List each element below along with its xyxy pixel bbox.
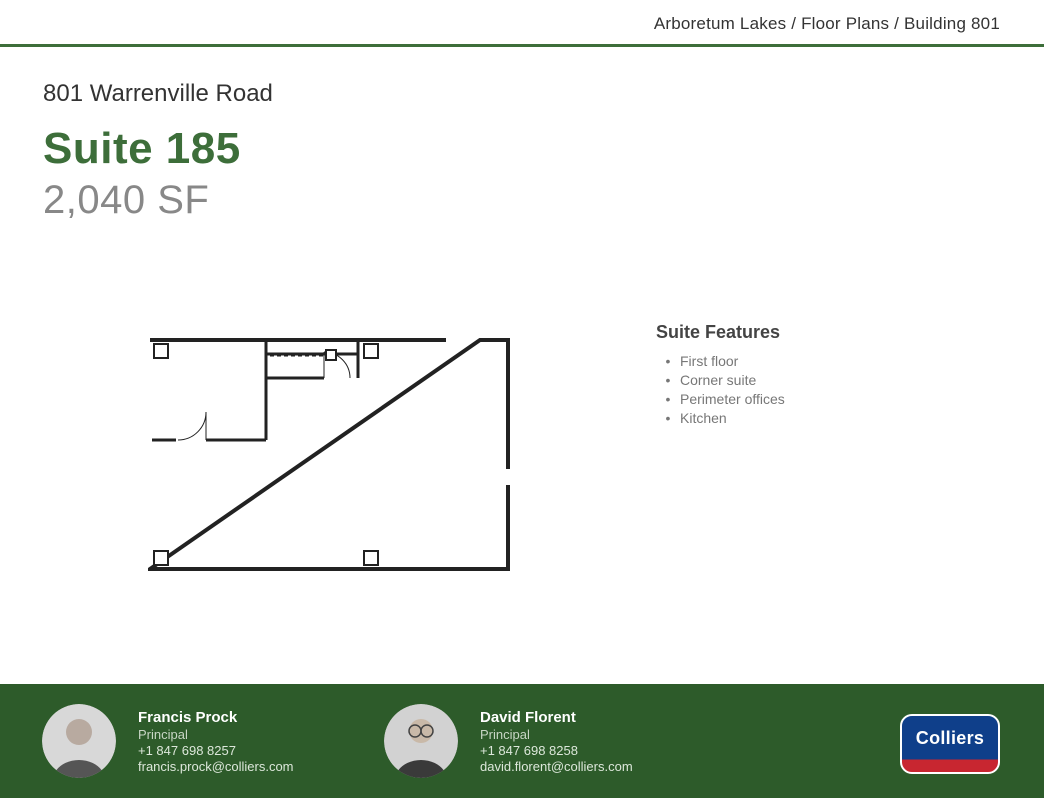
contact-role: Principal (480, 727, 633, 742)
contact-role: Principal (138, 727, 294, 742)
square-footage: 2,040 SF (43, 178, 209, 223)
footer: Francis Prock Principal +1 847 698 8257 … (0, 684, 1044, 798)
company-logo: Colliers (900, 714, 1000, 774)
feature-item: •First floor (656, 352, 785, 371)
contact-card: Francis Prock Principal +1 847 698 8257 … (42, 704, 342, 778)
floorplan-diagram (148, 338, 510, 571)
contact-name: Francis Prock (138, 709, 294, 726)
features-list: •First floor•Corner suite•Perimeter offi… (656, 352, 785, 428)
feature-item: •Corner suite (656, 371, 785, 390)
building-address: 801 Warrenville Road (43, 80, 273, 108)
contact-name: David Florent (480, 709, 633, 726)
avatar (384, 704, 458, 778)
breadcrumb: Arboretum Lakes / Floor Plans / Building… (654, 14, 1000, 34)
contact-email: francis.prock@colliers.com (138, 759, 294, 774)
contact-card: David Florent Principal +1 847 698 8258 … (384, 704, 684, 778)
contact-phone: +1 847 698 8258 (480, 743, 633, 758)
feature-item: •Kitchen (656, 409, 785, 428)
avatar (42, 704, 116, 778)
divider-top (0, 44, 1044, 47)
feature-item: •Perimeter offices (656, 390, 785, 409)
logo-text: Colliers (916, 728, 984, 749)
contact-email: david.florent@colliers.com (480, 759, 633, 774)
features-heading: Suite Features (656, 322, 780, 343)
contact-phone: +1 847 698 8257 (138, 743, 294, 758)
suite-title: Suite 185 (43, 124, 241, 174)
